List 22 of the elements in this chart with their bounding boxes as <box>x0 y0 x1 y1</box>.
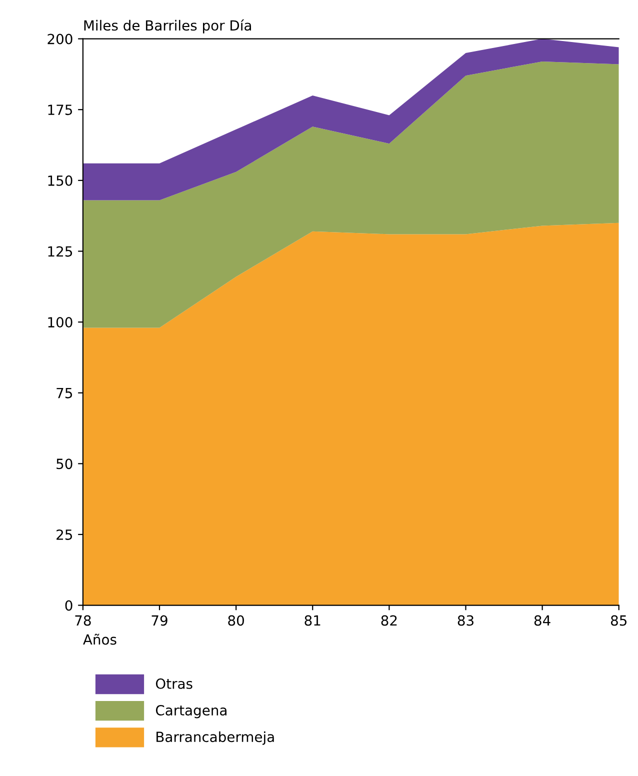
x-tick-label: 78 <box>75 615 91 626</box>
y-tick-label: 100 <box>48 317 72 328</box>
y-tick-label: 50 <box>56 458 72 470</box>
y-axis-title: Miles de Barriles por Día <box>84 19 251 34</box>
y-tick-label: 125 <box>48 246 72 257</box>
y-tick-label: 75 <box>56 388 72 398</box>
y-tick-label: 0 <box>65 600 72 611</box>
x-tick-label: 82 <box>381 615 397 626</box>
y-tick-label: 175 <box>48 104 72 116</box>
x-tick-label: 81 <box>304 615 320 626</box>
legend-label: Barrancabermeja <box>156 731 274 745</box>
x-tick-label: 79 <box>152 615 168 626</box>
x-axis-title: Años <box>83 634 116 645</box>
x-tick-label: 80 <box>228 615 244 626</box>
x-tick-label: 83 <box>458 615 474 626</box>
x-tick-label: 85 <box>610 615 626 626</box>
y-tick-label: 25 <box>56 529 72 540</box>
x-tick-label: 84 <box>534 615 550 626</box>
legend-label: Otras <box>156 678 192 689</box>
legend-label: Cartagena <box>156 705 226 718</box>
y-tick-label: 150 <box>48 175 72 186</box>
y-tick-label: 200 <box>48 34 72 44</box>
